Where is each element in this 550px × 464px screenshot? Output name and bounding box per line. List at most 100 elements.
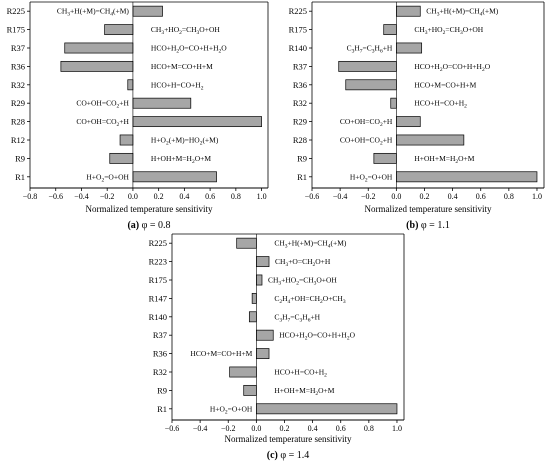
category-label: R12 — [11, 135, 25, 145]
x-tick-label: 0.4 — [448, 192, 458, 201]
chart-panel-a: −0.8 −0.6 −0.4 −0.2 0.0 0.2 0.4 0.6 0.8 1.0 Normal… — [7, 1, 269, 231]
bar-r9 — [109, 152, 134, 164]
bar-r9 — [373, 152, 397, 164]
category-label: R1 — [297, 172, 307, 182]
category-label: R147 — [149, 293, 167, 303]
category-label: R29 — [11, 98, 25, 108]
x-tick-label: 0.8 — [231, 192, 241, 201]
category-label: R223 — [149, 257, 167, 267]
bar-r28 — [132, 116, 262, 128]
x-tick-label: 0.4 — [308, 424, 318, 433]
bar-r223 — [256, 256, 270, 268]
bar-r1 — [256, 403, 398, 415]
bar-r1 — [132, 171, 217, 183]
bar-r32 — [229, 366, 257, 378]
category-label: R28 — [293, 135, 307, 145]
reaction-label: HCO+H=CO+H2 — [274, 368, 327, 379]
reaction-label: H+OH+M=H2O+M — [274, 386, 334, 397]
bar-r140 — [396, 42, 423, 54]
reaction-label: CH3+HO2=CH3O+OH — [151, 25, 220, 36]
x-tick-label: −0.4 — [193, 424, 208, 433]
bar-r36 — [345, 79, 397, 91]
x-tick-label: −0.4 — [333, 192, 348, 201]
x-tick-label: −0.2 — [221, 424, 236, 433]
x-tick-label: 1.0 — [257, 192, 267, 201]
x-tick-label: 0.4 — [179, 192, 189, 201]
x-tick-label: −0.6 — [305, 192, 320, 201]
reaction-label: C2H4+OH=CH2O+CH3 — [274, 294, 345, 305]
bar-r36 — [60, 60, 134, 72]
category-label: R36 — [11, 61, 25, 71]
bar-r1 — [396, 171, 538, 183]
category-label: R28 — [11, 117, 25, 127]
bar-r36 — [256, 348, 270, 360]
x-tick-label: 1.0 — [392, 424, 402, 433]
reaction-label: CH3+HO2=CH3O+OH — [268, 276, 337, 287]
x-tick-label: 0.0 — [128, 192, 138, 201]
category-label: R1 — [15, 172, 25, 182]
reaction-label: CH3+O=CH2O+H — [275, 257, 331, 268]
chart-panel-c: −0.6 −0.4 −0.2 0.0 0.2 0.4 0.6 0.8 1.0 Normalized… — [149, 233, 405, 461]
category-label: R225 — [149, 238, 167, 248]
category-label: R37 — [153, 330, 167, 340]
category-label: R37 — [11, 43, 25, 53]
category-label: R225 — [7, 6, 25, 16]
reaction-label: CH3+H(+M)=CH4(+M) — [57, 7, 130, 18]
x-tick-label: −0.8 — [23, 192, 38, 201]
x-tick-label: −0.6 — [165, 424, 180, 433]
bar-r32 — [127, 79, 134, 91]
x-tick-label: 0.2 — [279, 424, 289, 433]
category-label: R175 — [149, 275, 167, 285]
reaction-label: HCO+M=CO+H+M — [414, 80, 476, 89]
category-label: R32 — [293, 98, 307, 108]
x-axis-title: Normalized temperature sensitivity — [225, 434, 352, 444]
category-label: R29 — [293, 117, 307, 127]
category-label: R36 — [293, 80, 307, 90]
bar-r175 — [256, 274, 263, 286]
x-tick-label: −0.2 — [361, 192, 376, 201]
reaction-label: CH3+HO2=CH3O+OH — [414, 25, 483, 36]
bar-r9 — [243, 384, 257, 396]
category-label: R1 — [157, 404, 167, 414]
reaction-label: H+O2(+M)=HO2(+M) — [151, 136, 219, 147]
x-tick-label: 0.2 — [419, 192, 429, 201]
category-label: R225 — [289, 6, 307, 16]
bar-r29 — [132, 97, 192, 109]
panel-caption: (c) φ = 1.4 — [267, 450, 310, 461]
category-label: R140 — [149, 312, 167, 322]
category-label: R32 — [11, 80, 25, 90]
category-label: R175 — [289, 25, 307, 35]
bar-r32 — [390, 97, 397, 109]
reaction-label: HCO+M=CO+H+M — [190, 349, 252, 358]
category-label: R140 — [289, 43, 307, 53]
reaction-label: C3H7=C3H6+H — [347, 44, 393, 55]
bar-r29 — [396, 116, 421, 128]
x-tick-label: −0.2 — [100, 192, 115, 201]
x-tick-label: −0.6 — [48, 192, 63, 201]
bar-r37 — [64, 42, 134, 54]
reaction-label: H+OH+M=H2O+M — [414, 154, 474, 165]
category-label: R36 — [153, 349, 167, 359]
category-label: R32 — [153, 367, 167, 377]
bar-r12 — [119, 134, 134, 146]
x-tick-label: 0.0 — [391, 192, 401, 201]
category-label: R175 — [7, 25, 25, 35]
reaction-label: CH3+H(+M)=CH4(+M) — [274, 239, 347, 250]
reaction-label: C3H7=C3H6+H — [274, 312, 320, 323]
reaction-label: H+O2=O+OH — [350, 172, 393, 183]
category-label: R9 — [297, 153, 307, 163]
bar-r37 — [256, 329, 274, 341]
reaction-label: CH3+H(+M)=CH4(+M) — [426, 7, 499, 18]
x-tick-label: 0.0 — [251, 424, 261, 433]
bar-r175 — [383, 24, 397, 36]
bar-r28 — [396, 134, 465, 146]
category-label: R9 — [15, 153, 25, 163]
panel-caption: (b) φ = 1.1 — [406, 220, 450, 231]
x-tick-label: −0.4 — [74, 192, 89, 201]
reaction-label: CO+OH=CO2+H — [340, 136, 393, 147]
x-tick-label: 0.6 — [476, 192, 486, 201]
reaction-label: CO+OH=CO2+H — [76, 99, 129, 110]
bar-r225 — [236, 237, 257, 249]
chart-panel-b: −0.6 −0.4 −0.2 0.0 0.2 0.4 0.6 0.8 1.0 Normalized… — [289, 1, 545, 231]
reaction-label: CO+OH=CO2+H — [76, 117, 129, 128]
